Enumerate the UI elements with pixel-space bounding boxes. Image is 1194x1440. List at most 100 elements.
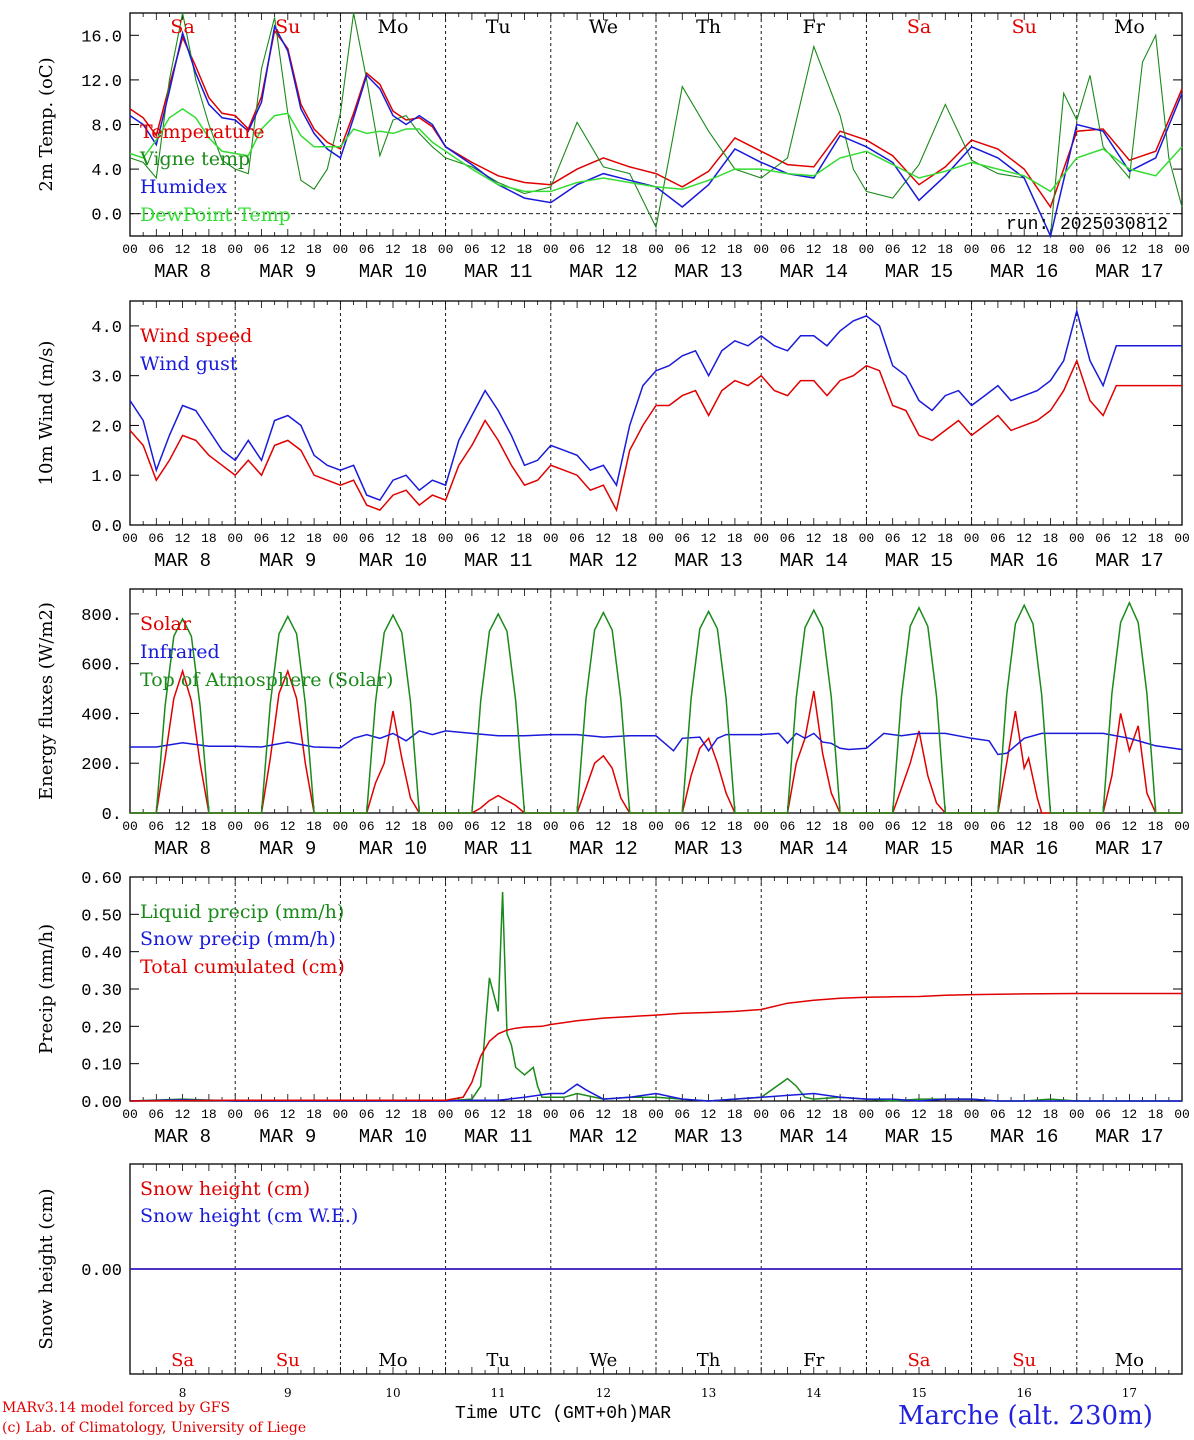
hour-tick-label: 18 — [201, 531, 217, 546]
hour-tick-label: 06 — [464, 1107, 480, 1122]
legend-entry: Temperature — [140, 121, 264, 143]
hour-tick-label: 00 — [543, 531, 559, 546]
date-label: MAR 16 — [990, 838, 1058, 860]
hour-tick-label: 00 — [648, 242, 664, 257]
day-name-label: We — [590, 1350, 618, 1371]
hour-tick-label: 00 — [1069, 819, 1085, 834]
hour-tick-label: 00 — [1174, 531, 1190, 546]
hour-tick-label: 12 — [385, 531, 401, 546]
hour-tick-label: 18 — [411, 1107, 427, 1122]
hour-tick-label: 00 — [227, 531, 243, 546]
hour-tick-label: 12 — [175, 819, 191, 834]
hour-tick-label: 18 — [517, 819, 533, 834]
hour-tick-label: 12 — [1016, 242, 1032, 257]
date-label: MAR 8 — [154, 1126, 211, 1148]
date-label: MAR 11 — [464, 261, 532, 283]
hour-tick-label: 00 — [859, 1107, 875, 1122]
hour-tick-label: 12 — [1016, 819, 1032, 834]
date-label: MAR 11 — [464, 550, 532, 572]
hour-tick-label: 00 — [438, 242, 454, 257]
series-line — [129, 358, 1182, 513]
day-name-label: Su — [1012, 16, 1037, 38]
hour-tick-label: 18 — [832, 242, 848, 257]
hour-tick-label: 12 — [596, 531, 612, 546]
hour-tick-label: 00 — [753, 1107, 769, 1122]
hour-tick-label: 18 — [832, 531, 848, 546]
hour-tick-label: 06 — [990, 1107, 1006, 1122]
date-label: MAR 17 — [1095, 1126, 1163, 1148]
y-axis-label: Snow height (cm) — [36, 1188, 57, 1349]
hour-tick-label: 06 — [464, 242, 480, 257]
hour-tick-label: 06 — [148, 242, 164, 257]
date-label: MAR 10 — [359, 550, 427, 572]
hour-tick-label: 06 — [254, 819, 270, 834]
date-label: MAR 9 — [259, 261, 316, 283]
panel-frame — [129, 588, 1183, 814]
hour-tick-label: 06 — [148, 531, 164, 546]
y-tick-label: 4.0 — [91, 319, 122, 338]
legend-entry: Humidex — [140, 176, 227, 198]
hour-tick-label: 00 — [227, 1107, 243, 1122]
hour-tick-label: 00 — [859, 242, 875, 257]
series-line — [130, 730, 1183, 756]
hour-tick-label: 18 — [727, 242, 743, 257]
day-name-label: Mo — [1114, 16, 1145, 38]
date-label: MAR 11 — [464, 838, 532, 860]
hour-tick-label: 12 — [280, 819, 296, 834]
hour-tick-label: 06 — [1095, 1107, 1111, 1122]
hour-tick-label: 18 — [201, 242, 217, 257]
hour-tick-label: 06 — [148, 1107, 164, 1122]
day-number-label: 13 — [701, 1386, 716, 1400]
hour-tick-label: 00 — [859, 819, 875, 834]
y-tick-label: 2.0 — [91, 418, 122, 437]
hour-tick-label: 18 — [937, 1107, 953, 1122]
time-axis-title: Time UTC (GMT+0h)MAR — [455, 1404, 672, 1424]
day-number-label: 9 — [284, 1386, 292, 1400]
date-label: MAR 16 — [990, 550, 1058, 572]
y-tick-label: 0. — [102, 806, 122, 825]
legend-entry: Snow height (cm W.E.) — [140, 1205, 358, 1227]
hour-tick-label: 18 — [727, 531, 743, 546]
hour-tick-label: 12 — [701, 242, 717, 257]
date-label: MAR 10 — [359, 1126, 427, 1148]
day-number-label: 8 — [179, 1386, 187, 1400]
hour-tick-label: 00 — [543, 242, 559, 257]
hour-tick-label: 12 — [1122, 242, 1138, 257]
hour-tick-label: 00 — [543, 819, 559, 834]
y-tick-label: 3.0 — [91, 369, 122, 388]
date-label: MAR 13 — [674, 550, 742, 572]
series-line — [129, 308, 1182, 502]
series-line — [129, 992, 1182, 1102]
day-name-label: Mo — [378, 1350, 407, 1371]
hour-tick-label: 18 — [306, 1107, 322, 1122]
day-name-label: Tu — [486, 16, 511, 38]
y-tick-label: 200. — [81, 756, 122, 775]
hour-tick-label: 06 — [990, 531, 1006, 546]
day-number-label: 17 — [1122, 1386, 1137, 1400]
hour-tick-label: 12 — [175, 531, 191, 546]
hour-tick-label: 18 — [411, 242, 427, 257]
series-line — [130, 600, 1182, 814]
hour-tick-label: 00 — [333, 1107, 349, 1122]
hour-tick-label: 12 — [911, 242, 927, 257]
hour-tick-label: 06 — [885, 242, 901, 257]
legend-entry: Wind speed — [140, 325, 252, 347]
hour-tick-label: 18 — [1043, 819, 1059, 834]
date-label: MAR 14 — [780, 838, 848, 860]
hour-tick-label: 00 — [438, 531, 454, 546]
y-tick-label: 0.20 — [81, 1019, 122, 1038]
y-tick-label: 12.0 — [81, 73, 122, 92]
date-label: MAR 12 — [569, 261, 637, 283]
hour-tick-label: 00 — [122, 531, 138, 546]
day-number-label: 10 — [385, 1386, 400, 1400]
hour-tick-label: 06 — [1095, 819, 1111, 834]
hour-tick-label: 12 — [911, 531, 927, 546]
hour-tick-label: 18 — [1043, 531, 1059, 546]
y-tick-label: 600. — [81, 657, 122, 676]
day-name-label: Fr — [803, 16, 826, 38]
date-label: MAR 11 — [464, 1126, 532, 1148]
hour-tick-label: 00 — [122, 1107, 138, 1122]
hour-tick-label: 12 — [1016, 1107, 1032, 1122]
y-tick-label: 1.0 — [91, 468, 122, 487]
y-tick-label: 0.50 — [81, 907, 122, 926]
